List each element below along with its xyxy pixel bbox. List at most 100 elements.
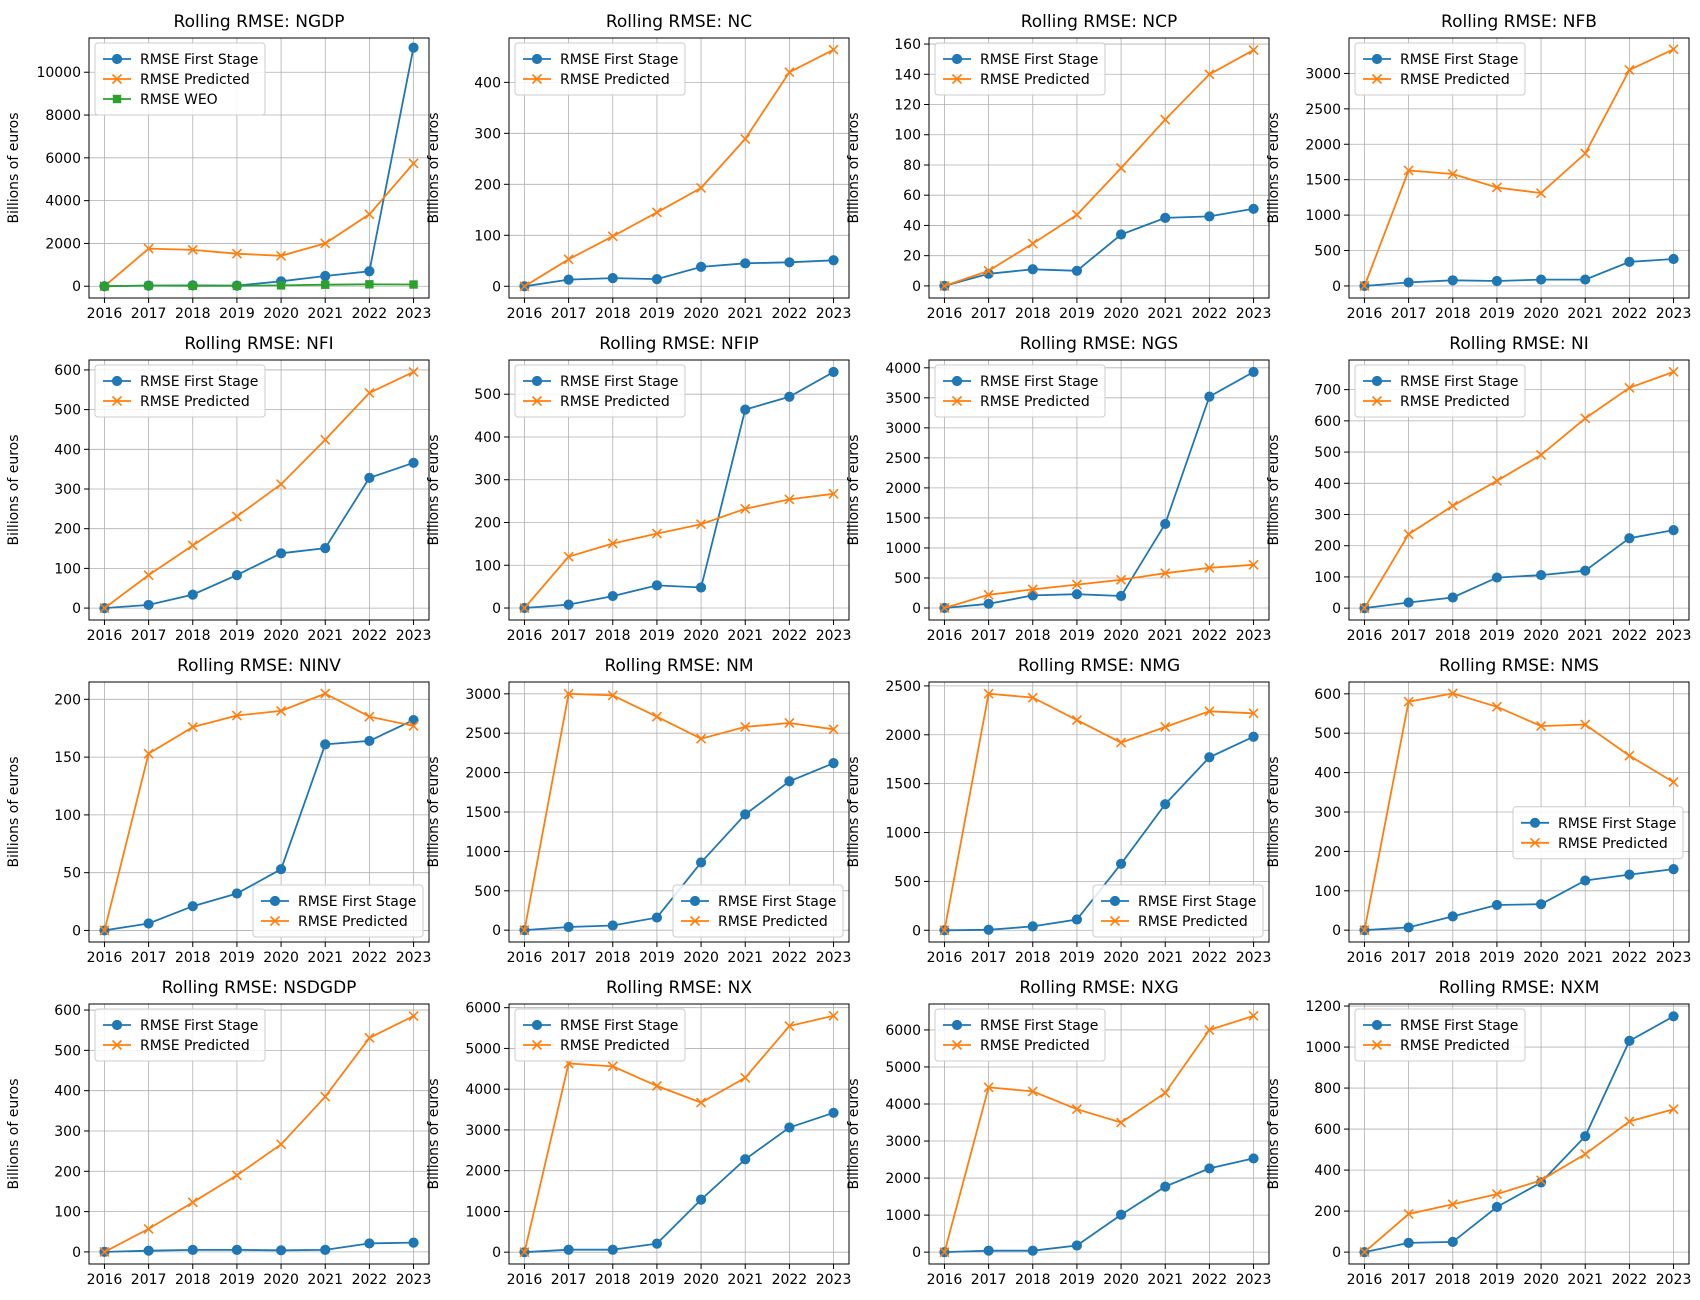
y-tick-label: 400 [1314, 1163, 1341, 1179]
legend-label: RMSE WEO [140, 92, 218, 108]
data-point [143, 243, 154, 254]
x-tick-label: 2023 [816, 1272, 852, 1288]
data-point [1580, 1149, 1591, 1160]
data-point [1116, 1117, 1127, 1128]
y-tick-label: 3000 [1305, 66, 1341, 82]
data-point [1204, 69, 1215, 80]
data-point [1359, 925, 1370, 936]
y-tick-label: 700 [1314, 383, 1341, 399]
legend-marker [1371, 73, 1383, 85]
y-axis-label: Billions of euros [426, 434, 442, 545]
x-tick-label: 2018 [1015, 1272, 1051, 1288]
legend-label: RMSE First Stage [1138, 894, 1256, 910]
data-point [276, 705, 287, 716]
x-tick-label: 2019 [639, 1272, 675, 1288]
data-point [1116, 574, 1127, 585]
y-tick-label: 0 [912, 279, 921, 295]
y-tick-label: 2000 [885, 1171, 921, 1187]
subplot: 2016 2017 2018 2019 2020 2021 2022 2023 0 500 1000… [846, 334, 1271, 644]
x-tick-label: 2017 [1391, 950, 1427, 966]
legend-label: RMSE Predicted [980, 394, 1090, 410]
series-line [524, 259, 834, 288]
x-tick-label: 2016 [1347, 1272, 1383, 1288]
data-point [784, 776, 795, 787]
x-tick-label: 2020 [683, 306, 719, 322]
y-tick-label: 1000 [1305, 1040, 1341, 1056]
x-tick-label: 2020 [1103, 628, 1139, 644]
data-point [1359, 280, 1370, 292]
data-point [232, 281, 242, 291]
data-point [1027, 1086, 1038, 1097]
x-tick-label: 2020 [1523, 950, 1559, 966]
x-tick-label: 2019 [1059, 628, 1095, 644]
series-line [523, 1014, 834, 1253]
data-point [408, 158, 419, 169]
x-tick-label: 2021 [307, 950, 343, 966]
subplot-title: Rolling RMSE: NMG [1018, 656, 1180, 676]
x-tick-label: 2018 [1015, 628, 1051, 644]
y-tick-label: 40 [903, 218, 921, 234]
data-point [364, 711, 375, 722]
subplot: 2016 2017 2018 2019 2020 2021 2022 2023 0 100 200 3… [1266, 334, 1691, 644]
axes-frame [508, 1003, 850, 1265]
x-tick-label: 2016 [507, 628, 543, 644]
data-point [1580, 274, 1591, 285]
y-tick-label: 1500 [885, 511, 921, 527]
data-point [364, 1032, 375, 1043]
data-point [276, 281, 286, 290]
legend-label: RMSE First Stage [1400, 1018, 1518, 1034]
data-point [408, 366, 419, 377]
y-axis-label: Billions of euros [6, 756, 22, 867]
data-point [563, 921, 574, 933]
y-tick-label: 400 [1314, 766, 1341, 782]
series-rmse-predicted [519, 688, 839, 936]
legend-marker [269, 915, 281, 927]
legend-label: RMSE Predicted [560, 1038, 670, 1054]
data-point [1071, 914, 1083, 925]
y-tick-label: 1000 [1305, 208, 1341, 224]
legend-label: RMSE Predicted [140, 72, 250, 88]
data-point [320, 270, 331, 282]
data-point [143, 1223, 154, 1234]
y-tick-label: 300 [1314, 508, 1341, 524]
y-tick-label: 600 [1314, 687, 1341, 703]
x-tick-label: 2022 [1612, 1272, 1648, 1288]
data-point [651, 1080, 662, 1091]
data-point [276, 1139, 287, 1150]
x-tick-label: 2019 [639, 628, 675, 644]
data-point [1447, 275, 1458, 286]
axes-frame [88, 359, 430, 621]
x-tick-label: 2021 [727, 628, 763, 644]
x-tick-label: 2022 [772, 628, 808, 644]
subplot: 2016 2017 2018 2019 2020 2021 2022 2023 0 500 1000… [846, 656, 1271, 966]
x-tick-label: 2018 [595, 306, 631, 322]
data-point [1160, 799, 1171, 810]
data-point [1624, 750, 1635, 761]
data-point [983, 598, 994, 609]
legend-box [1092, 884, 1264, 938]
axes-frame [88, 37, 430, 299]
x-tick-label: 2022 [352, 628, 388, 644]
y-tick-label: 80 [903, 158, 921, 174]
y-tick-label: 4000 [45, 194, 81, 210]
data-point [1491, 275, 1503, 287]
data-point [1403, 529, 1414, 540]
subplot: 2016 2017 2018 2019 2020 2021 2022 2023 0 500 1000… [1266, 12, 1691, 322]
series-line [524, 371, 834, 609]
legend: RMSE First Stage RMSE Predicted [94, 1008, 266, 1062]
x-tick-label: 2020 [683, 1272, 719, 1288]
data-point [1248, 1010, 1259, 1021]
data-point [828, 724, 839, 735]
legend-box [672, 884, 844, 938]
data-point [1115, 229, 1127, 240]
legend-label: RMSE Predicted [1400, 1038, 1510, 1054]
x-tick-label: 2016 [87, 950, 123, 966]
legend-label: RMSE First Stage [298, 894, 416, 910]
data-point [1359, 603, 1370, 614]
legend-marker [1109, 915, 1121, 927]
series-line [103, 162, 415, 287]
data-point [1668, 864, 1679, 875]
data-point [696, 182, 707, 193]
data-point [939, 280, 950, 291]
legend-marker [111, 53, 123, 65]
